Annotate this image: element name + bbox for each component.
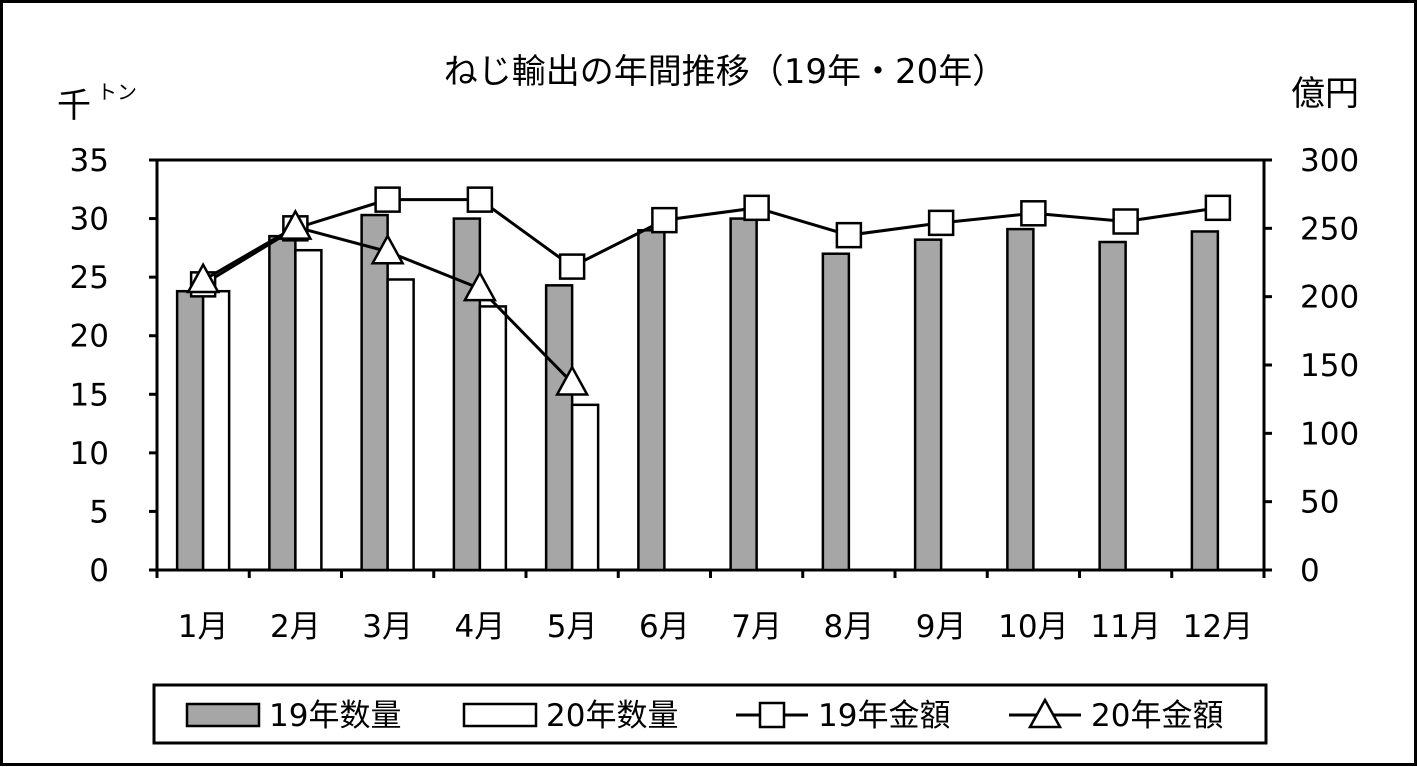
x-tick-label: 12月 [1183, 609, 1253, 645]
y-left-tick-label: 25 [70, 260, 109, 296]
marker-19-amount [1204, 194, 1232, 222]
marker-19-amount [374, 186, 401, 213]
x-tick-label: 4月 [455, 609, 506, 645]
marker-19-amount [743, 194, 770, 222]
y-right-tick-label: 150 [1300, 348, 1359, 384]
marker-19-amount [558, 253, 586, 280]
y-left-unit-main: 千 [57, 86, 91, 126]
bar-20-quantity [478, 305, 508, 572]
y-right-tick-label: 300 [1300, 143, 1359, 179]
x-tick-label: 6月 [639, 609, 690, 645]
x-tick-label: 11月 [1090, 609, 1160, 645]
bar-20-quantity [386, 278, 415, 572]
x-tick-label: 1月 [178, 609, 229, 645]
y-left-tick-label: 20 [70, 319, 109, 355]
marker-19-amount [466, 186, 494, 213]
legend-key-20-amount [1027, 697, 1063, 729]
marker-19-amount [835, 221, 863, 249]
y-left-tick-label: 30 [70, 202, 109, 238]
legend-label: 20年数量 [546, 698, 678, 734]
legend-key-20-quantity [462, 702, 538, 728]
marker-20-amount [278, 208, 313, 240]
bar-19-quantity [360, 213, 389, 572]
bar-19-quantity [821, 252, 851, 572]
legend-key-19-quantity [185, 702, 261, 728]
legend-label: 20年金額 [1091, 698, 1223, 734]
x-tick-label: 8月 [824, 609, 875, 645]
marker-20-amount [462, 270, 497, 302]
x-tick-label: 3月 [362, 609, 413, 645]
y-right-tick-label: 0 [1300, 553, 1320, 589]
y-left-tick-label: 0 [89, 553, 109, 589]
y-left-tick-label: 10 [70, 436, 109, 472]
y-right-tick-label: 50 [1300, 485, 1339, 521]
y-left-unit-small: トン [97, 80, 137, 104]
marker-19-amount [651, 206, 678, 234]
marker-20-amount [186, 262, 221, 294]
bar-19-quantity [544, 284, 574, 572]
marker-19-amount [1020, 200, 1047, 227]
bar-19-quantity [729, 217, 758, 572]
plot-border [155, 158, 1266, 572]
bar-19-quantity [175, 289, 205, 572]
x-tick-label: 7月 [731, 609, 782, 645]
legend-key-19-amount [758, 701, 786, 729]
bar-19-quantity [1098, 240, 1127, 572]
x-tick-label: 9月 [916, 609, 967, 645]
bar-20-quantity [570, 403, 600, 572]
x-tick-label: 10月 [998, 609, 1068, 645]
x-tick-label: 5月 [547, 609, 598, 645]
marker-19-amount [927, 209, 955, 237]
y-right-tick-label: 250 [1300, 211, 1359, 247]
marker-19-amount [1112, 208, 1139, 235]
bar-19-quantity [913, 238, 943, 572]
bar-19-quantity [1006, 227, 1035, 572]
plot-area: 0 5 10 15 20 25 30 35 0 50 100 150 200 250 300 1月 2月 3月 4月… [70, 143, 1360, 645]
bar-19-quantity [637, 229, 666, 572]
chart: ねじ輸出の年間推移（19年・20年） 千 トン 億円 0 5 10 15 20 25 30 3… [57, 52, 1360, 745]
y-right-unit: 億円 [1291, 74, 1359, 114]
marker-20-amount [370, 233, 405, 265]
y-left-tick-label: 15 [70, 377, 109, 413]
bar-19-quantity [268, 234, 297, 572]
y-right-tick-label: 200 [1300, 280, 1359, 316]
bar-19-quantity [452, 217, 482, 572]
legend: 19年数量 20年数量 19年金額 20年金額 [152, 683, 1268, 745]
line-19-amount [202, 198, 1219, 286]
marker-20-amount [555, 364, 590, 396]
bar-20-quantity [201, 289, 231, 572]
x-tick-label: 2月 [270, 609, 321, 645]
bar-20-quantity [294, 248, 323, 572]
bar-19-quantity [1190, 230, 1220, 572]
legend-label: 19年数量 [269, 698, 401, 734]
y-left-tick-label: 35 [70, 143, 109, 179]
y-right-tick-label: 100 [1300, 416, 1359, 452]
legend-label: 19年金額 [818, 698, 950, 734]
y-left-tick-label: 5 [89, 494, 109, 530]
chart-title: ねじ輸出の年間推移（19年・20年） [444, 52, 1007, 92]
